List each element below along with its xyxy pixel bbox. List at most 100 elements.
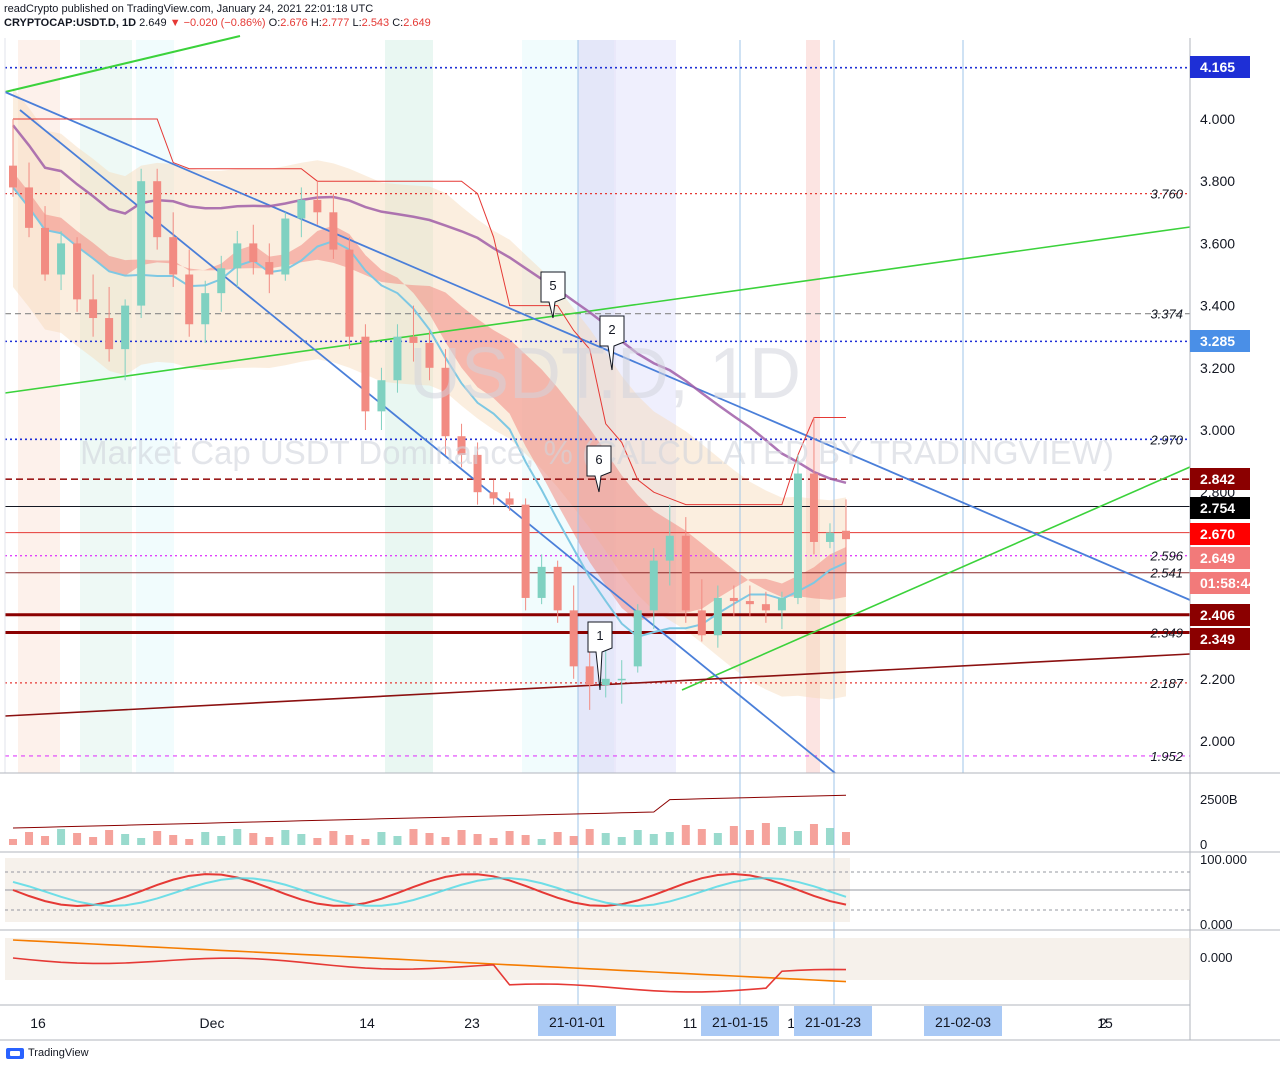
candle-body [153, 181, 162, 238]
candle-body [345, 249, 354, 337]
candle-body [457, 436, 466, 455]
symbol-name[interactable]: CRYPTOCAP:USDT.D, 1D [4, 17, 137, 29]
volume-bar [409, 829, 418, 845]
level-labels: 4.1653.7603.3743.2852.9702.8422.7542.670… [1149, 187, 1183, 764]
wave-label: 2 [608, 322, 615, 337]
price-tick: 3.000 [1200, 422, 1235, 438]
ohlc-low: 2.543 [361, 17, 390, 29]
volume-bar [201, 832, 210, 845]
candle-body [313, 199, 322, 213]
candle-body [697, 610, 706, 636]
candle-body [201, 293, 210, 325]
volume-bar [105, 830, 114, 845]
ma-lines [12, 118, 847, 638]
volume-bar [473, 834, 482, 845]
volume-bar [729, 826, 738, 845]
price-tag-bg [1190, 56, 1250, 78]
candle-body [793, 473, 802, 598]
volume-bar [9, 839, 17, 845]
wave-labels: 5 2 6 1 [540, 271, 625, 691]
candle-body [25, 187, 34, 228]
ohlc-open: 2.676 [280, 17, 308, 29]
level-label: 2.187 [1149, 676, 1183, 691]
footer-brand: TradingView [28, 1047, 89, 1059]
volume-pane: 2500B 0 [0, 772, 1280, 852]
volume-bar [25, 832, 34, 845]
price-tick: 3.400 [1200, 298, 1235, 314]
price-change: ▼ −0.020 (−0.86%) [169, 17, 266, 29]
candle-body [777, 597, 786, 611]
time-axis[interactable]: 16Dec1423111521521-01-0121-01-1521-01-23… [0, 1004, 1280, 1041]
last-price: 2.649 [139, 17, 167, 29]
price-tag: 2.649 [1200, 550, 1235, 566]
volume-bar [649, 834, 658, 845]
candle-body [73, 243, 82, 300]
oscillator2-pane: 0.000 [0, 929, 1280, 993]
candle-body [265, 262, 274, 275]
candle-body [633, 610, 642, 667]
candle-body [89, 299, 98, 319]
candle-body [393, 336, 402, 381]
price-tag: 2.842 [1200, 471, 1235, 487]
level-label: 3.374 [1150, 307, 1183, 322]
tradingview-logo-icon [6, 1047, 24, 1059]
volume-bar [425, 833, 434, 845]
candle-body [409, 336, 418, 343]
volume-bar [153, 831, 162, 845]
price-tag-bg [1190, 497, 1250, 519]
volume-bar [41, 836, 50, 845]
candle-body [9, 165, 17, 188]
time-tick: Dec [200, 1015, 225, 1031]
volume-bar [377, 832, 386, 845]
volume-bar [761, 823, 770, 845]
oscillator2-line [12, 957, 847, 993]
volume-bar [185, 839, 194, 845]
wave-label: 1 [596, 628, 603, 643]
price-tick: 4.000 [1200, 111, 1235, 127]
candle-body [473, 454, 482, 493]
oscillator-line [12, 873, 847, 907]
volume-bar [777, 827, 786, 845]
level-label: 2.541 [1149, 566, 1183, 581]
candle-body [105, 318, 114, 350]
candle-body [329, 212, 338, 250]
osc2-axis-zero: 0.000 [1200, 950, 1233, 965]
volume-axis-zero: 0 [1200, 837, 1207, 852]
volume-bar [361, 839, 370, 845]
volume-bar [553, 832, 562, 845]
volume-bar [73, 833, 82, 845]
volume-bar [505, 831, 514, 845]
oscillator-signal [12, 876, 847, 907]
candle-body [601, 678, 610, 686]
volume-bar [665, 832, 674, 845]
wave-label: 6 [595, 452, 602, 467]
candle-body [681, 535, 690, 611]
candle-body [521, 504, 530, 598]
ma-purple-line [12, 124, 847, 484]
watermark-symbol: USDT.D, 1D [409, 334, 801, 414]
candle-body [233, 243, 242, 269]
candle-body [121, 305, 130, 350]
ma-ribbon [13, 171, 846, 622]
candle-body [553, 566, 562, 611]
candle-body [249, 243, 258, 263]
price-tag: 2.754 [1200, 500, 1235, 516]
price-tag-bg [1190, 628, 1250, 650]
candle-body [569, 610, 578, 667]
candle-body [665, 535, 674, 561]
watermark: USDT.D, 1D Market Cap USDT Dominance, % … [80, 334, 1114, 471]
volume-bar [329, 831, 338, 845]
candle-body [745, 601, 754, 605]
tradingview-footer[interactable]: TradingView [6, 1047, 89, 1059]
volume-bar [441, 837, 450, 845]
volume-bar [745, 830, 754, 845]
moving-average-band [13, 87, 846, 700]
price-tag: 2.670 [1200, 526, 1235, 542]
ohlc-open-label: O: [268, 17, 281, 29]
candle-body [649, 560, 658, 611]
candle-body [185, 274, 194, 325]
price-tags: 4.165 3.285 2.842 2.754 2.670 2.649 01:58:44 2.… [1190, 56, 1256, 650]
price-tag: 2.349 [1200, 631, 1235, 647]
volume-bar [265, 837, 274, 845]
